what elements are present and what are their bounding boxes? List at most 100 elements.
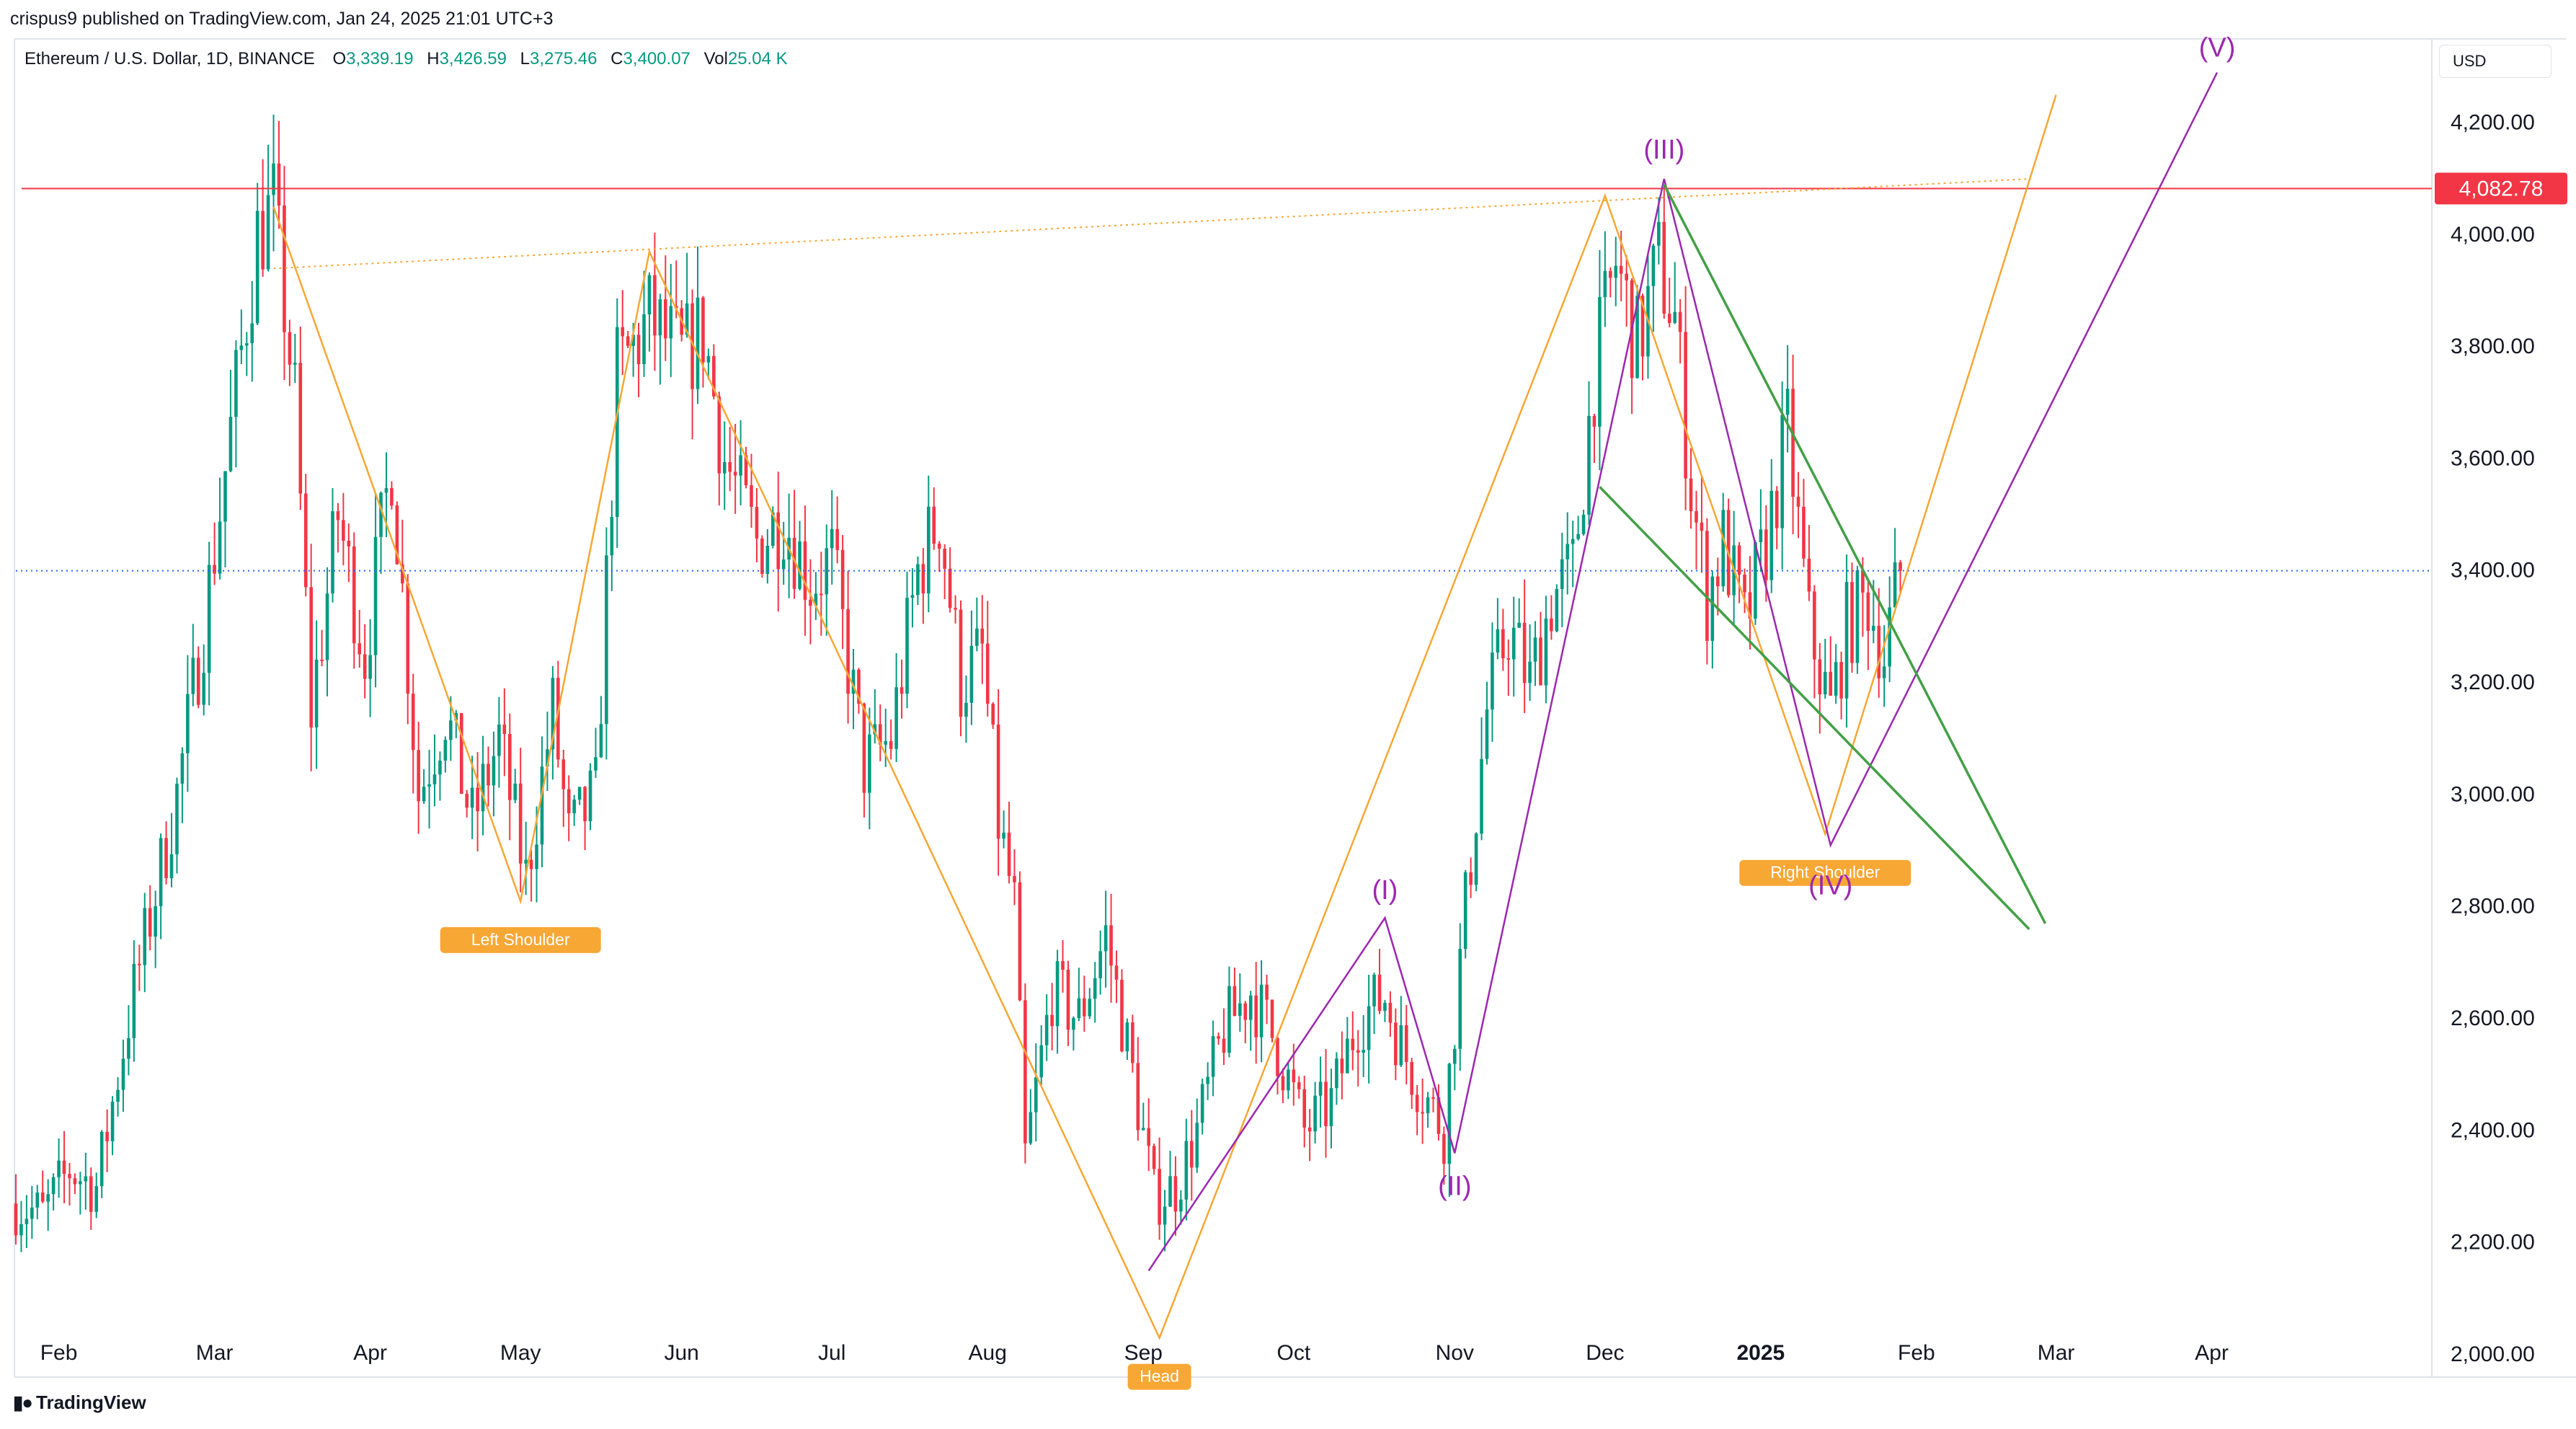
candle-body (143, 908, 147, 965)
publish-info: crispus9 published on TradingView.com, J… (10, 9, 554, 29)
candle-body (347, 541, 351, 547)
y-tick-label: 3,600.00 (2451, 446, 2535, 470)
x-tick-label: 2025 (1737, 1341, 1785, 1365)
candle-body (1802, 506, 1806, 559)
candle-body (567, 789, 571, 813)
symbol-legend[interactable]: Ethereum / U.S. Dollar, 1D, BINANCE O3,3… (25, 49, 788, 69)
x-tick-label: Aug (969, 1341, 1007, 1365)
candle-body (1179, 1199, 1183, 1212)
candle-body (1684, 332, 1687, 479)
y-tick-label: 2,800.00 (2451, 895, 2535, 919)
candle-body (1217, 1036, 1220, 1039)
candle-body (1141, 1128, 1145, 1131)
candle-body (1152, 1146, 1156, 1169)
candle-body (1050, 1014, 1054, 1027)
candle-body (985, 643, 990, 704)
candle-body (84, 1176, 88, 1182)
candle-body (261, 211, 265, 270)
candle-body (1318, 1081, 1323, 1096)
candle-body (658, 299, 662, 336)
head-badge (1127, 1363, 1191, 1390)
candle-body (1329, 1088, 1333, 1126)
candle-body (401, 564, 404, 584)
right-shoulder-badge (1739, 859, 1911, 886)
candle-body (1501, 629, 1505, 659)
candle-body (696, 297, 700, 389)
candle-body (89, 1176, 93, 1212)
candle-body (1399, 1025, 1403, 1066)
tradingview-brand[interactable]: ▮● TradingView (13, 1392, 146, 1414)
candle-body (1200, 1084, 1204, 1123)
candle-body (588, 770, 592, 822)
candle-body (1356, 1050, 1360, 1053)
candle-body (443, 740, 448, 761)
candle-body (1544, 618, 1548, 686)
candle-body (492, 756, 496, 786)
candle-body (1340, 1058, 1344, 1074)
candle-body (1109, 925, 1113, 966)
candle-body (99, 1131, 104, 1187)
candle-body (809, 599, 812, 606)
candle-body (1780, 415, 1784, 528)
candle-body (1362, 1050, 1365, 1053)
candle-body (121, 1058, 125, 1090)
candle-body (427, 784, 431, 787)
resistance-price-label: 4,082.78 (2459, 177, 2544, 201)
candle-body (1844, 582, 1849, 699)
candle-body (1377, 974, 1382, 1012)
candle-body (255, 211, 259, 324)
candle-body (1893, 562, 1897, 608)
candle-body (1855, 570, 1860, 663)
candle-body (1184, 1141, 1189, 1200)
candle-body (1511, 627, 1516, 660)
price-axis[interactable]: 2,000.00 2,200.00 2,400.00 2,600.00 2,800.00… (2451, 110, 2535, 1366)
volume-value: 25.04 K (727, 49, 788, 68)
candle-body (1023, 1000, 1027, 1143)
candle-body (1555, 588, 1559, 632)
time-axis[interactable]: Feb Mar Apr May Jun Jul Aug Sep Oct Nov Dec 2025 Feb… (40, 1341, 2229, 1365)
candle-body (368, 655, 372, 679)
candle-body (927, 506, 931, 594)
candle-body (1592, 415, 1596, 427)
candle-body (432, 774, 437, 784)
candle-body (314, 659, 319, 727)
candle-body (1550, 618, 1553, 632)
candle-body (487, 764, 490, 786)
candle-body (572, 800, 576, 813)
candle-body (1189, 1141, 1194, 1168)
candle-body (1785, 389, 1790, 415)
candle-body (1705, 531, 1709, 641)
candle-body (701, 297, 705, 363)
candle-body (293, 363, 297, 365)
candle-body (561, 759, 566, 789)
candle-body (540, 766, 544, 845)
candle-body (454, 713, 458, 721)
candle-body (1072, 1018, 1075, 1030)
candle-body (626, 336, 630, 346)
close-value: 3,400.07 (623, 49, 690, 68)
candle-body (1576, 534, 1580, 539)
candle-body (1673, 311, 1677, 323)
candle-body (529, 859, 533, 870)
candle-body (1066, 969, 1070, 1030)
x-tick-label: Jul (818, 1341, 845, 1365)
low-label: L (520, 49, 530, 68)
candle-body (223, 471, 227, 522)
x-tick-label: Sep (1124, 1341, 1163, 1365)
candle-body (862, 703, 866, 793)
currency-selector[interactable]: USD (2439, 45, 2551, 78)
candle-body (1662, 221, 1666, 314)
candle-body (476, 787, 479, 812)
candle-body (105, 1131, 109, 1141)
x-tick-label: May (500, 1341, 541, 1365)
candle-body (1700, 522, 1704, 531)
x-tick-label: Feb (1898, 1341, 1935, 1365)
candle-body (1098, 951, 1102, 978)
candle-body (228, 417, 233, 472)
x-tick-label: Apr (353, 1341, 387, 1365)
candle-body (605, 555, 608, 725)
candle-body (336, 511, 340, 521)
candle-body (621, 327, 625, 337)
candle-body (46, 1194, 50, 1202)
